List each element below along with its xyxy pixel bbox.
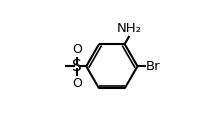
Text: NH₂: NH₂ <box>117 22 142 35</box>
Text: Br: Br <box>146 60 161 73</box>
Text: O: O <box>72 77 82 90</box>
Text: S: S <box>72 59 82 74</box>
Text: O: O <box>72 43 82 56</box>
